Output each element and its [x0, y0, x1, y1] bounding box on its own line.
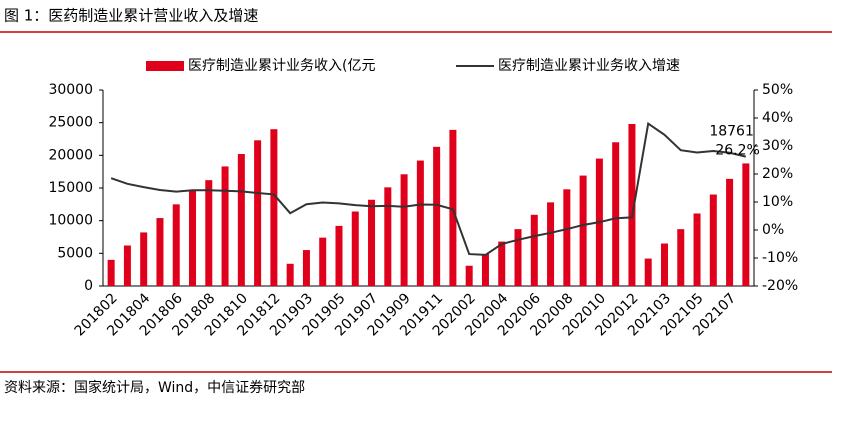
legend-swatch	[146, 61, 184, 71]
bar	[205, 180, 213, 286]
line-value-label: 26.2%	[715, 143, 759, 159]
bar	[660, 243, 668, 286]
bar	[189, 189, 197, 286]
bar	[726, 178, 734, 286]
bar	[514, 229, 522, 286]
bar-value-label: 18761	[709, 123, 754, 139]
bar	[286, 263, 294, 286]
bar	[742, 163, 750, 286]
bar	[384, 187, 392, 286]
bar	[351, 211, 359, 286]
y-tick-label: 20000	[48, 147, 93, 163]
y-tick-label: 15000	[48, 180, 93, 196]
title: 图 1：医药制造业累计营业收入及增速	[4, 7, 258, 25]
bar	[368, 199, 376, 286]
bar	[530, 214, 538, 286]
y-tick-label: 10000	[48, 213, 93, 229]
bar	[449, 129, 457, 286]
bar	[319, 237, 327, 286]
bar	[254, 140, 262, 286]
bar	[123, 245, 131, 286]
bar	[498, 241, 506, 286]
bar	[693, 213, 701, 286]
bar	[481, 253, 489, 286]
line	[110, 121, 747, 256]
bar	[237, 154, 245, 286]
y2-tick-label: 50%	[762, 82, 793, 98]
y-tick-label: 30000	[48, 82, 93, 98]
bar	[612, 142, 620, 286]
bar	[172, 204, 180, 286]
legend-label: 医疗制造业累计业务收入增速	[498, 58, 680, 74]
legend-label: 医疗制造业累计业务收入(亿元	[188, 58, 375, 74]
bar	[140, 232, 148, 286]
y2-tick-label: -20%	[762, 278, 798, 294]
bar	[563, 189, 571, 286]
y-tick-label: 0	[84, 278, 93, 294]
bar	[221, 166, 229, 286]
bar	[677, 229, 685, 286]
y2-tick-label: 40%	[762, 110, 793, 126]
y-tick-label: 25000	[48, 115, 93, 131]
y2-tick-label: 30%	[762, 138, 793, 154]
bar	[416, 160, 424, 286]
bar	[433, 146, 441, 286]
bar	[579, 175, 587, 286]
y2-tick-label: 0%	[762, 222, 784, 238]
bar	[709, 194, 717, 286]
bar	[107, 259, 115, 286]
y-tick-label: 5000	[57, 245, 93, 261]
bar	[400, 174, 408, 286]
bar	[302, 250, 310, 286]
bar	[628, 123, 636, 287]
y2-tick-label: -10%	[762, 250, 798, 266]
bar	[335, 225, 343, 286]
source: 资料来源：国家统计局，Wind，中信证券研究部	[4, 379, 305, 396]
bar	[156, 218, 164, 286]
bar	[644, 258, 652, 286]
bar	[547, 202, 555, 286]
bar	[465, 265, 473, 286]
y2-tick-label: 10%	[762, 194, 793, 210]
bar	[270, 129, 278, 286]
y2-tick-label: 20%	[762, 166, 793, 182]
